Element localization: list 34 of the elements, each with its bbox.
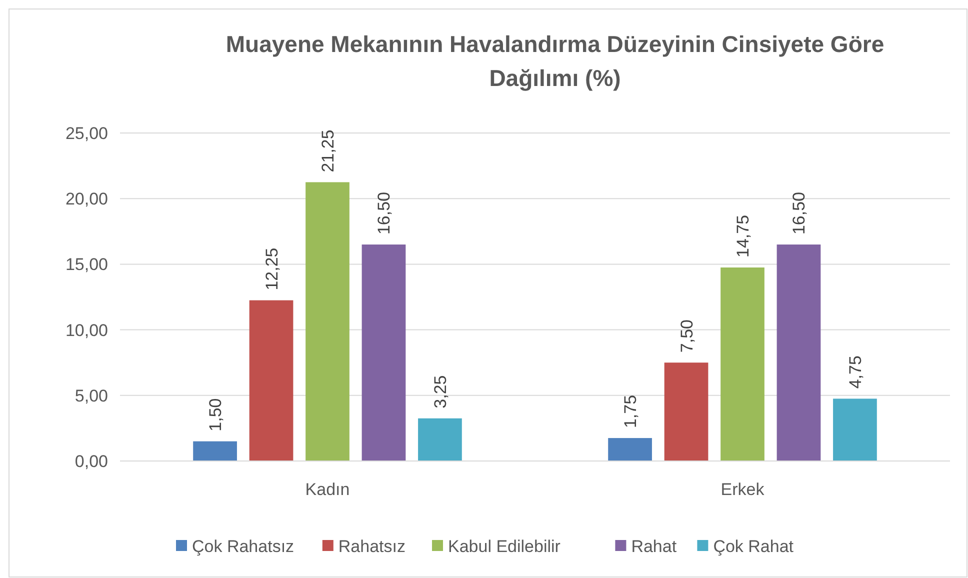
data-label: 1,75 [621,394,640,428]
y-tick-label: 20,00 [65,190,108,209]
data-label: 7,50 [677,320,696,353]
data-label: 14,75 [734,214,752,258]
data-label: 3,25 [430,375,450,408]
data-label: 16,50 [790,192,809,235]
bar [664,362,708,461]
legend-label: Rahat [631,536,677,556]
bar [418,418,462,461]
y-tick-label: 25,00 [65,124,108,143]
legend-label: Çok Rahatsız [192,536,294,556]
legend-label: Rahatsız [338,536,406,556]
data-label: 12,25 [262,248,282,290]
x-tick-label: Erkek [720,480,765,499]
y-tick-label: 0,00 [74,452,108,471]
data-label: 21,25 [318,130,338,172]
bar [249,300,294,461]
chart-title: Muayene Mekanının Havalandırma Düzeyinin Cinsiyete Göre Dağılımı (%) [226,31,884,91]
legend-label: Çok Rahat [713,536,794,556]
y-tick-label: 15,00 [65,255,108,274]
legend-label: Kabul Edilebilir [448,536,561,556]
bar [833,398,877,461]
data-label: 1,50 [206,398,226,432]
data-label: 16,50 [374,192,394,235]
bar [608,438,652,461]
bar [362,244,406,461]
data-label: 4,75 [846,356,865,389]
y-tick-label: 10,00 [65,320,108,340]
bar [193,441,237,461]
bar [720,267,764,461]
y-tick-label: 5,00 [74,386,108,406]
x-tick-label: Kadın [305,480,350,499]
bar [776,244,821,461]
bar [306,182,350,461]
